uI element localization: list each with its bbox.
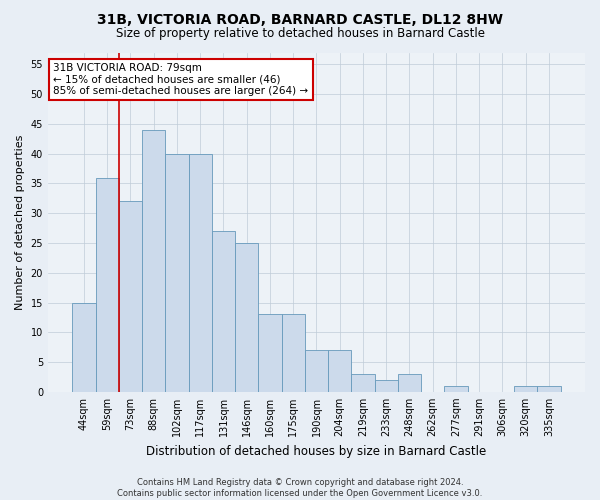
Bar: [188, 154, 212, 392]
Text: Contains HM Land Registry data © Crown copyright and database right 2024.
Contai: Contains HM Land Registry data © Crown c…: [118, 478, 482, 498]
Bar: [352, 374, 374, 392]
Bar: [374, 380, 398, 392]
Text: 31B VICTORIA ROAD: 79sqm
← 15% of detached houses are smaller (46)
85% of semi-d: 31B VICTORIA ROAD: 79sqm ← 15% of detach…: [53, 62, 308, 96]
Bar: [398, 374, 421, 392]
Bar: [259, 314, 281, 392]
Bar: [166, 154, 188, 392]
Bar: [305, 350, 328, 392]
Bar: [328, 350, 352, 392]
Bar: [514, 386, 538, 392]
Bar: [119, 202, 142, 392]
Bar: [95, 178, 119, 392]
Bar: [212, 231, 235, 392]
Bar: [538, 386, 560, 392]
Text: 31B, VICTORIA ROAD, BARNARD CASTLE, DL12 8HW: 31B, VICTORIA ROAD, BARNARD CASTLE, DL12…: [97, 12, 503, 26]
Y-axis label: Number of detached properties: Number of detached properties: [15, 134, 25, 310]
X-axis label: Distribution of detached houses by size in Barnard Castle: Distribution of detached houses by size …: [146, 444, 487, 458]
Bar: [235, 243, 259, 392]
Bar: [73, 302, 95, 392]
Bar: [281, 314, 305, 392]
Bar: [142, 130, 166, 392]
Text: Size of property relative to detached houses in Barnard Castle: Size of property relative to detached ho…: [115, 28, 485, 40]
Bar: [445, 386, 467, 392]
